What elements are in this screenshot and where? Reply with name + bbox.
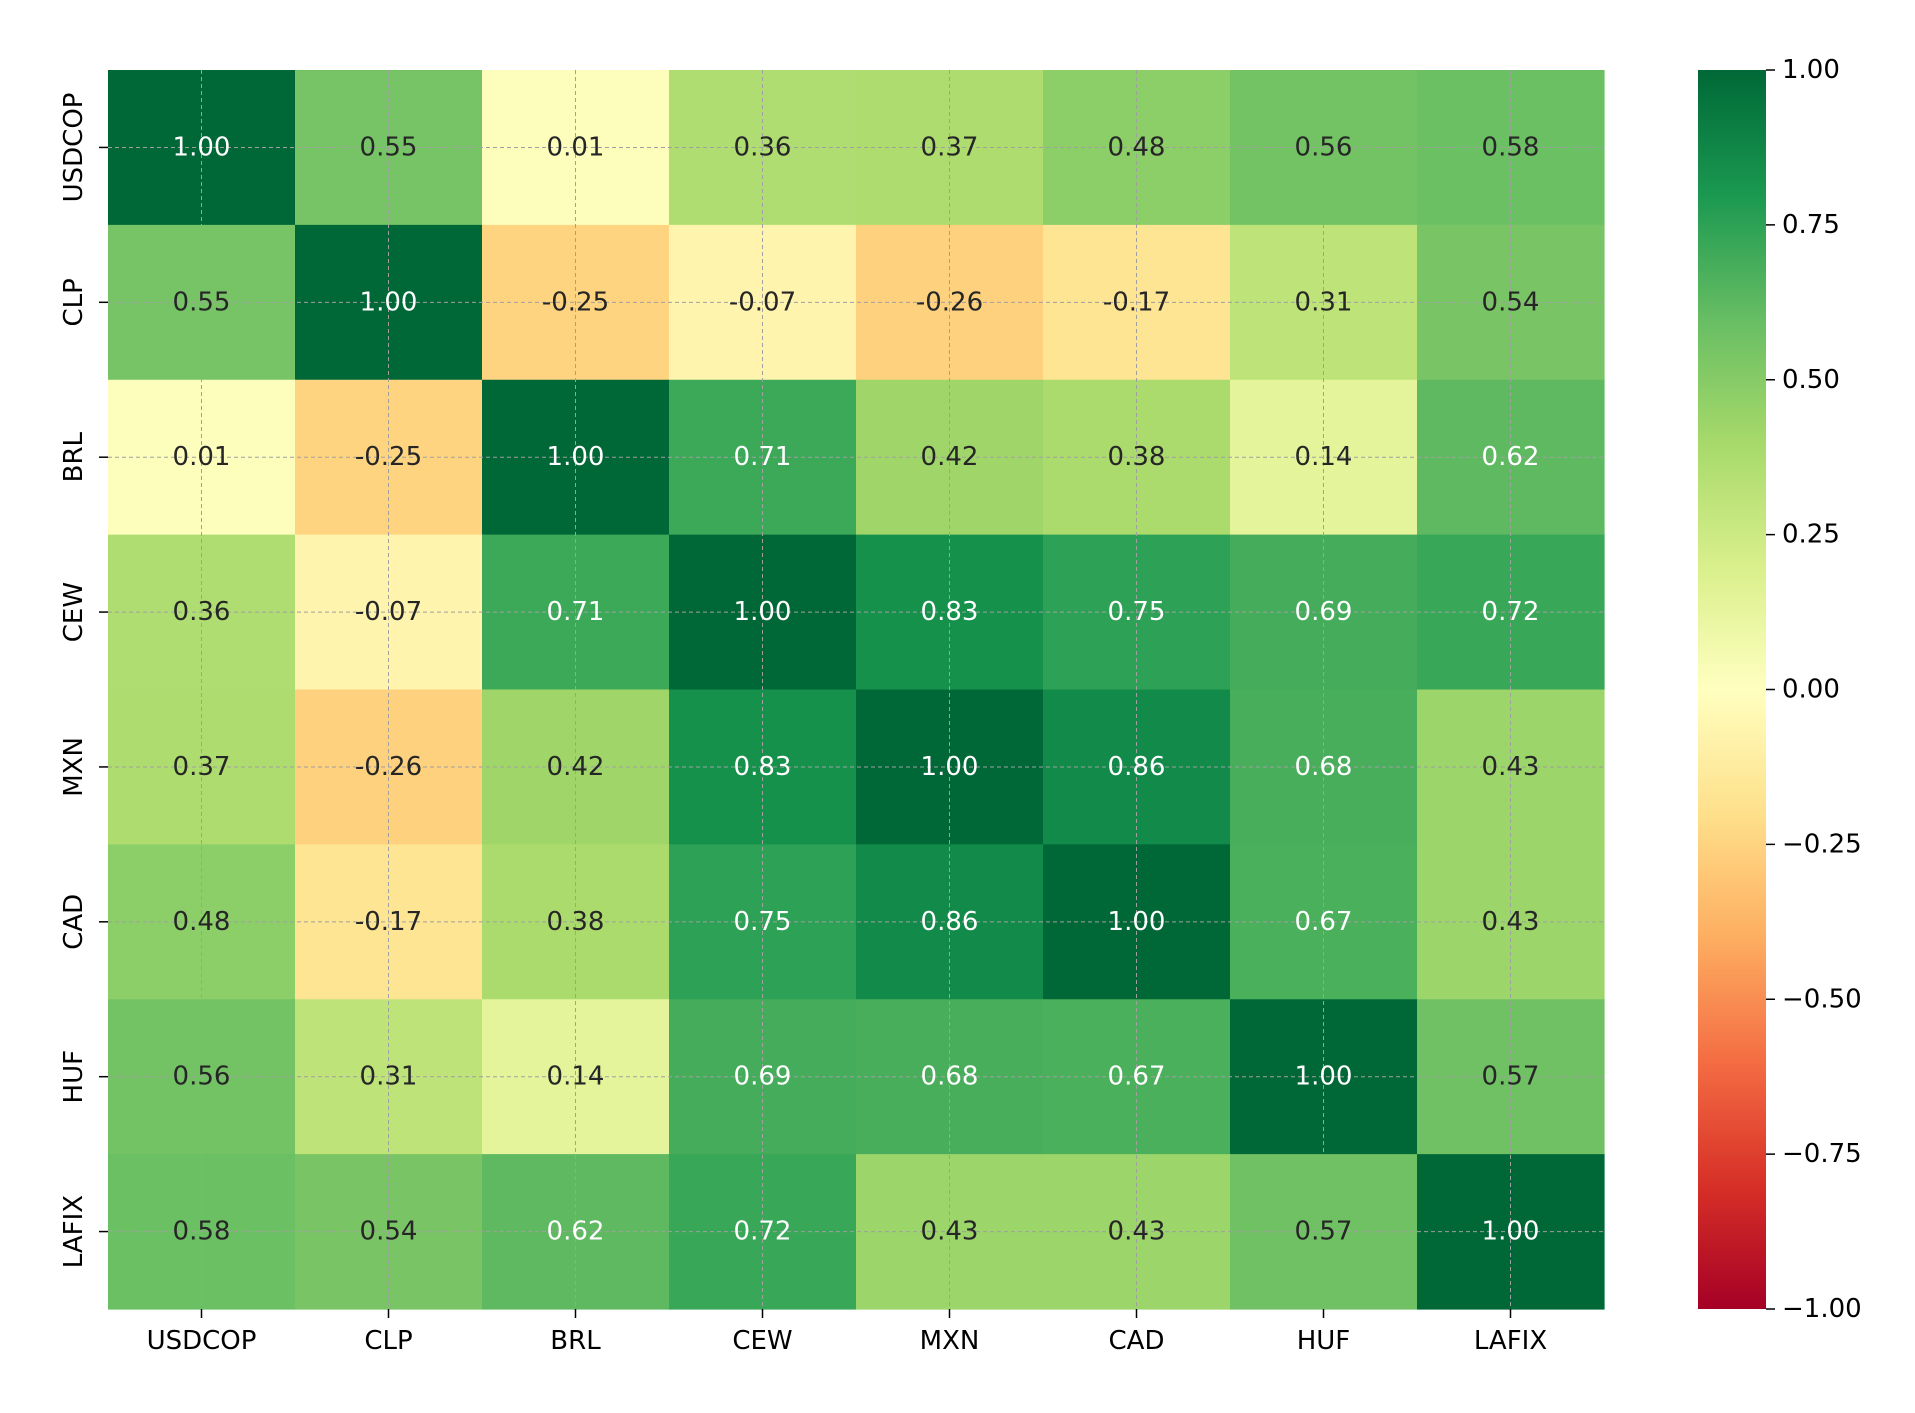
x-tick-label: CAD <box>1109 1326 1165 1356</box>
cell-value-label: 0.71 <box>547 597 605 627</box>
cell-value-label: 1.00 <box>1295 1062 1353 1092</box>
cell-value-label: 1.00 <box>734 597 792 627</box>
cell-value-label: 0.86 <box>1108 752 1166 782</box>
cell-value-label: 1.00 <box>921 752 979 782</box>
cell-value-label: 0.37 <box>921 132 979 162</box>
y-tick-label: CEW <box>59 582 89 642</box>
cell-value-label: 0.38 <box>1108 442 1166 472</box>
heatmap-cells <box>108 70 1605 1310</box>
cell-value-label: 1.00 <box>1108 907 1166 937</box>
colorbar-tick-label: −0.75 <box>1782 1139 1862 1169</box>
colorbar-gradient <box>1698 70 1766 1309</box>
cell-value-label: 0.68 <box>921 1062 979 1092</box>
cell-value-label: 1.00 <box>360 287 418 317</box>
cell-value-label: 0.37 <box>173 752 231 782</box>
colorbar-tick-label: −0.50 <box>1782 984 1862 1014</box>
x-tick-label: MXN <box>920 1326 980 1356</box>
x-tick-label: BRL <box>550 1326 601 1356</box>
cell-value-label: 0.55 <box>360 132 418 162</box>
cell-value-label: 0.57 <box>1295 1217 1353 1247</box>
cell-value-label: -0.26 <box>916 287 983 317</box>
cell-value-label: 0.75 <box>734 907 792 937</box>
cell-value-label: 0.42 <box>921 442 979 472</box>
cell-value-label: 0.71 <box>734 442 792 472</box>
colorbar-tick-label: 0.75 <box>1782 210 1840 240</box>
cell-value-label: 0.56 <box>173 1062 231 1092</box>
cell-value-label: 0.69 <box>734 1062 792 1092</box>
y-tick-label: BRL <box>59 431 89 482</box>
cell-value-label: 0.38 <box>547 907 605 937</box>
cell-value-label: 0.72 <box>1482 597 1540 627</box>
colorbar-tick-label: 0.00 <box>1782 675 1840 705</box>
cell-value-label: 0.57 <box>1482 1062 1540 1092</box>
cell-value-label: -0.25 <box>355 442 422 472</box>
cell-value-label: 1.00 <box>173 132 231 162</box>
cell-value-label: 0.31 <box>1295 287 1353 317</box>
cell-value-label: 0.55 <box>173 287 231 317</box>
colorbar: 1.00 0.75 0.50 0.25 0.00 −0.25 −0.50 −0.75 −1.00 <box>1698 55 1862 1324</box>
cell-value-label: 0.31 <box>360 1062 418 1092</box>
cell-value-label: 1.00 <box>1482 1217 1540 1247</box>
cell-value-label: -0.07 <box>355 597 422 627</box>
cell-value-label: 0.75 <box>1108 597 1166 627</box>
cell-value-label: 0.43 <box>1108 1217 1166 1247</box>
axes: USDCOP CLP BRL CEW MXN CAD HUF LAFIX USDCOP CLP BR… <box>59 93 1547 1356</box>
x-tick-label: CEW <box>732 1326 792 1356</box>
cell-value-label: 0.56 <box>1295 132 1353 162</box>
cell-value-label: -0.17 <box>355 907 422 937</box>
cell-value-label: 0.36 <box>734 132 792 162</box>
colorbar-tick-label: −1.00 <box>1782 1294 1862 1324</box>
cell-value-label: 0.58 <box>173 1217 231 1247</box>
cell-value-label: 0.67 <box>1295 907 1353 937</box>
cell-value-label: 0.69 <box>1295 597 1353 627</box>
cell-value-label: -0.07 <box>729 287 796 317</box>
colorbar-tick-label: 0.25 <box>1782 520 1840 550</box>
cell-value-label: 0.43 <box>921 1217 979 1247</box>
cell-value-label: 0.48 <box>1108 132 1166 162</box>
y-tick-label: LAFIX <box>59 1195 89 1268</box>
cell-value-label: 0.83 <box>734 752 792 782</box>
cell-value-label: -0.17 <box>1103 287 1170 317</box>
cell-value-label: 0.01 <box>173 442 231 472</box>
y-tick-label: CAD <box>59 894 89 950</box>
cell-value-label: 0.14 <box>1295 442 1353 472</box>
y-tick-label: CLP <box>59 278 89 326</box>
colorbar-tick-label: −0.25 <box>1782 829 1862 859</box>
colorbar-tick-label: 0.50 <box>1782 365 1840 395</box>
y-tick-label: HUF <box>59 1050 89 1104</box>
cell-value-label: 0.36 <box>173 597 231 627</box>
cell-value-label: 0.62 <box>1482 442 1540 472</box>
y-tick-label: USDCOP <box>59 93 89 203</box>
y-tick-label: MXN <box>59 737 89 797</box>
cell-value-label: 0.67 <box>1108 1062 1166 1092</box>
cell-value-label: 0.01 <box>547 132 605 162</box>
cell-value-label: 0.86 <box>921 907 979 937</box>
cell-value-label: 0.48 <box>173 907 231 937</box>
cell-value-label: 1.00 <box>547 442 605 472</box>
x-tick-label: USDCOP <box>147 1326 257 1356</box>
cell-value-label: -0.26 <box>355 752 422 782</box>
x-tick-label: HUF <box>1297 1326 1351 1356</box>
cell-value-label: 0.42 <box>547 752 605 782</box>
cell-value-label: 0.43 <box>1482 752 1540 782</box>
cell-value-label: 0.68 <box>1295 752 1353 782</box>
cell-value-label: 0.54 <box>1482 287 1540 317</box>
cell-value-label: 0.62 <box>547 1217 605 1247</box>
cell-value-label: 0.58 <box>1482 132 1540 162</box>
x-tick-label: LAFIX <box>1474 1326 1547 1356</box>
gridlines <box>108 70 1604 1309</box>
cell-value-label: 0.72 <box>734 1217 792 1247</box>
cell-value-label: 0.43 <box>1482 907 1540 937</box>
x-tick-label: CLP <box>364 1326 412 1356</box>
cell-value-label: 0.54 <box>360 1217 418 1247</box>
cell-value-label: -0.25 <box>542 287 609 317</box>
cell-value-label: 0.14 <box>547 1062 605 1092</box>
cell-value-label: 0.83 <box>921 597 979 627</box>
colorbar-tick-label: 1.00 <box>1782 55 1840 85</box>
cell-value-labels: 1.00 0.55 0.01 0.36 0.37 0.48 0.56 0.58 0.55 1.00… <box>173 132 1540 1246</box>
